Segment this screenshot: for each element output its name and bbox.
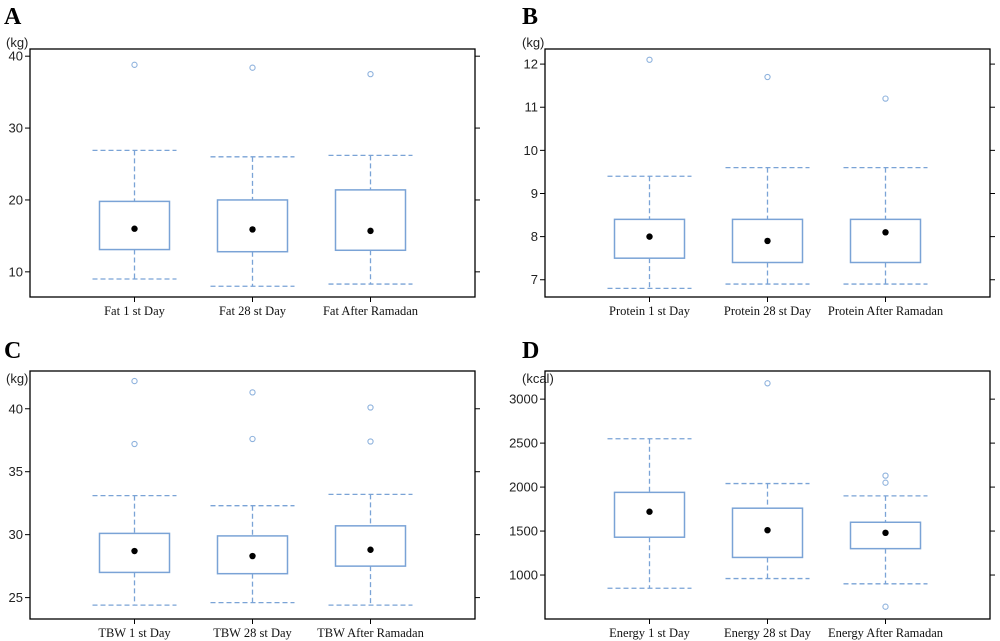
y-tick-label: 7 [531,272,538,287]
outlier-point [249,389,256,396]
y-tick-label: 40 [9,49,23,64]
category-label: TBW 28 st Day [213,626,292,640]
category-label: Protein 28 st Day [724,304,812,318]
panel-letter: C [4,338,21,364]
center-dot [646,508,653,515]
category-label: Protein After Ramadan [828,304,944,318]
panel-c: C (kg) 25 30 35 40 TBW 1 st Day TBW 28 st Day TB… [4,338,480,640]
center-dot [249,226,256,233]
center-dot [764,237,771,245]
box-2: TBW 28 st Day [210,389,295,640]
box-2: Fat 28 st Day [210,64,295,318]
iqr-box [216,199,289,253]
outlier-point [249,435,256,443]
box-2: Protein 28 st Day [724,73,812,318]
panel-a: A (kg) 10 20 30 40 Fat 1 st Day Fat 28 st Day Fa… [4,4,480,318]
y-tick-label: 3000 [509,392,538,407]
box-1: Fat 1 st Day [92,61,177,318]
panel-b: B (kg) 7 8 9 10 11 12 Protein 1 st Day Protein 28… [522,4,995,318]
y-tick-label: 20 [9,192,23,207]
outlier-point [764,380,771,387]
category-label: Energy After Ramadan [828,626,944,640]
category-label: Protein 1 st Day [609,304,691,318]
outlier-point [249,64,256,71]
y-tick-label: 2500 [509,436,538,451]
center-dot [646,233,653,240]
y-tick-label: 8 [531,229,538,244]
panel-letter: D [522,338,539,364]
y-unit-label: (kg) [6,35,28,50]
category-label: TBW After Ramadan [317,626,424,640]
y-tick-label: 25 [9,590,23,605]
y-tick-label: 1500 [509,524,538,539]
outlier-point [882,479,889,486]
category-label: Fat 28 st Day [219,304,287,318]
iqr-box [334,525,407,567]
box-3: Energy After Ramadan [828,472,944,640]
center-dot [249,552,256,560]
box-3: Protein After Ramadan [828,95,944,318]
panel-d: D (kcal) 1000 1500 2000 2500 3000 Energy 1 st D… [509,338,995,640]
outlier-point [646,56,653,63]
y-tick-label: 12 [524,57,538,72]
y-unit-label: (kg) [522,35,544,50]
outlier-point [367,438,374,445]
y-tick-label: 40 [9,401,23,416]
iqr-box [849,218,922,264]
center-dot [882,529,889,537]
center-dot [764,526,771,534]
y-tick-label: 11 [525,100,539,115]
category-label: Fat 1 st Day [104,304,166,318]
outlier-point [131,377,138,385]
outlier-point [882,603,889,610]
category-label: Energy 28 st Day [724,626,812,640]
box-1: Energy 1 st Day [607,438,692,640]
outlier-point [882,95,889,102]
box-1: Protein 1 st Day [607,56,692,318]
box-3: Fat After Ramadan [323,71,419,318]
category-label: Fat After Ramadan [323,304,419,318]
outlier-point [764,73,771,81]
y-tick-label: 10 [524,143,538,158]
category-label: TBW 1 st Day [98,626,171,640]
y-unit-label: (kg) [6,371,28,386]
center-dot [882,229,889,236]
y-tick-label: 1000 [509,568,538,583]
iqr-box [334,189,407,252]
box-2: Energy 28 st Day [724,380,812,640]
category-label: Energy 1 st Day [609,626,690,640]
outlier-point [882,472,889,479]
y-tick-label: 30 [9,121,23,136]
outlier-point [131,440,138,448]
panel-letter: B [522,4,538,30]
y-tick-label: 9 [531,186,538,201]
box-1: TBW 1 st Day [92,377,177,640]
panel-letter: A [4,4,22,30]
y-tick-label: 30 [9,527,23,542]
outlier-point [367,404,374,411]
iqr-box [98,200,171,251]
box-3: TBW After Ramadan [317,404,425,640]
center-dot [367,227,374,235]
y-tick-label: 10 [9,264,23,279]
center-dot [131,547,138,555]
center-dot [367,546,374,553]
outlier-point [367,71,374,78]
outlier-point [131,61,138,68]
y-unit-label: (kcal) [522,371,554,386]
y-tick-label: 2000 [509,480,538,495]
y-tick-label: 35 [9,464,23,479]
center-dot [131,225,138,232]
